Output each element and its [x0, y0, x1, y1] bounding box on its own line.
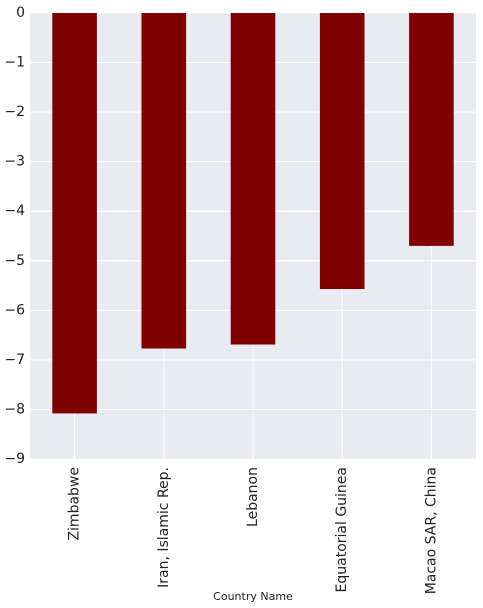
y-tick-label: −2: [4, 104, 25, 120]
x-axis-title: Country Name: [213, 590, 293, 603]
x-tick-label: Lebanon: [245, 467, 261, 527]
y-tick-label: −9: [4, 451, 25, 467]
y-tick-label: −3: [4, 154, 25, 170]
y-tick-label: −4: [4, 203, 25, 219]
x-tick-label: Equatorial Guinea: [334, 467, 350, 592]
bars: [52, 13, 454, 414]
x-tick-label: Macao SAR, China: [423, 467, 439, 594]
bar: [409, 13, 454, 246]
y-tick-label: −7: [4, 352, 25, 368]
x-axis-ticks: Zimbabwe Iran, Islamic Rep. Lebanon Equator…: [67, 467, 440, 594]
bar: [52, 13, 97, 414]
y-tick-label: −5: [4, 253, 25, 269]
x-tick-label: Iran, Islamic Rep.: [156, 467, 172, 588]
bar: [230, 13, 276, 345]
y-tick-label: 0: [16, 5, 25, 21]
y-tick-label: −6: [4, 302, 25, 318]
y-axis-ticks: 0 −1 −2 −3 −4 −5 −6 −7 −8 −9: [4, 5, 25, 467]
x-tick-label: Zimbabwe: [67, 467, 83, 541]
bar: [141, 13, 187, 349]
bar: [319, 13, 365, 290]
y-tick-label: −8: [4, 401, 25, 417]
y-tick-label: −1: [4, 55, 25, 71]
